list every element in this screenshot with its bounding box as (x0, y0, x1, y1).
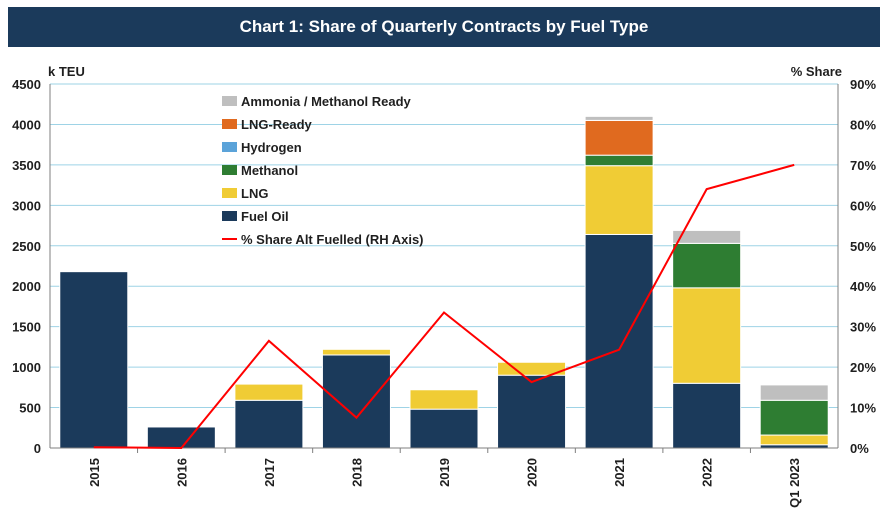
bar-segment-fuel-oil (409, 408, 479, 449)
right-tick-label: 70% (850, 158, 876, 173)
left-axis-unit: k TEU (48, 64, 85, 79)
right-tick-label: 80% (850, 117, 876, 132)
bar-segment-fuel-oil (672, 382, 742, 449)
legend-swatch (222, 188, 237, 198)
left-tick-label: 1500 (12, 320, 41, 335)
right-axis-unit: % Share (791, 64, 842, 79)
bar-segment-lng (584, 165, 654, 235)
x-tick-label: 2021 (612, 458, 627, 487)
bar-segment-fuel-oil (146, 426, 216, 449)
right-axis-ticks: 0% 10% 20% 30% 40% 50% 60% 70% 80% 90% (850, 77, 876, 456)
legend-swatch (222, 165, 237, 175)
legend-label: Ammonia / Methanol Ready (241, 94, 412, 109)
legend-swatch (222, 96, 237, 106)
bar-segment-fuel-oil (234, 399, 304, 449)
bar-segment-fuel-oil (497, 374, 567, 449)
x-tick-label: Q1 2023 (787, 458, 802, 508)
bar-segment-lng (409, 389, 479, 410)
bars (59, 115, 829, 449)
chart-title: Chart 1: Share of Quarterly Contracts by… (8, 7, 880, 47)
legend-swatch (222, 119, 237, 129)
bar-segment-lng (672, 287, 742, 384)
legend-swatch (222, 142, 237, 152)
right-tick-label: 20% (850, 360, 876, 375)
legend-swatch (222, 211, 237, 221)
legend-label: LNG-Ready (241, 117, 313, 132)
legend-label: Methanol (241, 163, 298, 178)
x-axis-ticks: 2015 2016 2017 2018 2019 2020 2021 2022 Q1 2023 (87, 458, 802, 508)
x-tick-label: 2019 (437, 458, 452, 487)
line-series (93, 163, 795, 450)
bar-segment-lng (234, 383, 304, 401)
right-tick-label: 0% (850, 441, 869, 456)
left-tick-label: 2000 (12, 279, 41, 294)
left-tick-label: 1000 (12, 360, 41, 375)
bar-segment-lng-ready (584, 119, 654, 156)
right-tick-label: 50% (850, 239, 876, 254)
x-tick-label: 2017 (262, 458, 277, 487)
x-tick-label: 2018 (349, 458, 364, 487)
left-tick-label: 3000 (12, 198, 41, 213)
left-tick-label: 2500 (12, 239, 41, 254)
bar-segment-lng (321, 348, 391, 356)
bar-segment-fuel-oil (321, 354, 391, 449)
right-tick-label: 90% (850, 77, 876, 92)
x-tick-label: 2016 (174, 458, 189, 487)
left-tick-label: 3500 (12, 158, 41, 173)
bar-segment-methanol (759, 399, 829, 436)
left-tick-label: 4500 (12, 77, 41, 92)
left-tick-label: 500 (19, 401, 41, 416)
right-tick-label: 60% (850, 198, 876, 213)
x-tick-label: 2015 (87, 458, 102, 487)
left-axis-ticks: 0 500 1000 1500 2000 2500 3000 3500 4000 4500 (12, 77, 41, 456)
bar-segment-methanol (584, 154, 654, 167)
x-tick-label: 2022 (700, 458, 715, 487)
right-tick-label: 10% (850, 401, 876, 416)
left-tick-label: 0 (34, 441, 41, 456)
x-tick-label: 2020 (525, 458, 540, 487)
legend-label: LNG (241, 186, 268, 201)
right-tick-label: 30% (850, 320, 876, 335)
bar-segment-ammonia-methanol-ready (584, 115, 654, 121)
legend: Ammonia / Methanol Ready LNG-Ready Hydroge… (222, 94, 424, 247)
bar-segment-fuel-oil (584, 233, 654, 449)
bar-segment-fuel-oil (59, 271, 129, 449)
right-tick-label: 40% (850, 279, 876, 294)
bar-segment-methanol (672, 242, 742, 289)
bar-segment-ammonia-methanol-ready (672, 229, 742, 244)
bar-segment-lng (759, 434, 829, 446)
share-alt-fuelled-line (93, 163, 795, 450)
legend-label: % Share Alt Fuelled (RH Axis) (241, 232, 424, 247)
legend-label: Hydrogen (241, 140, 302, 155)
legend-label: Fuel Oil (241, 209, 289, 224)
left-tick-label: 4000 (12, 117, 41, 132)
bar-segment-ammonia-methanol-ready (759, 384, 829, 401)
